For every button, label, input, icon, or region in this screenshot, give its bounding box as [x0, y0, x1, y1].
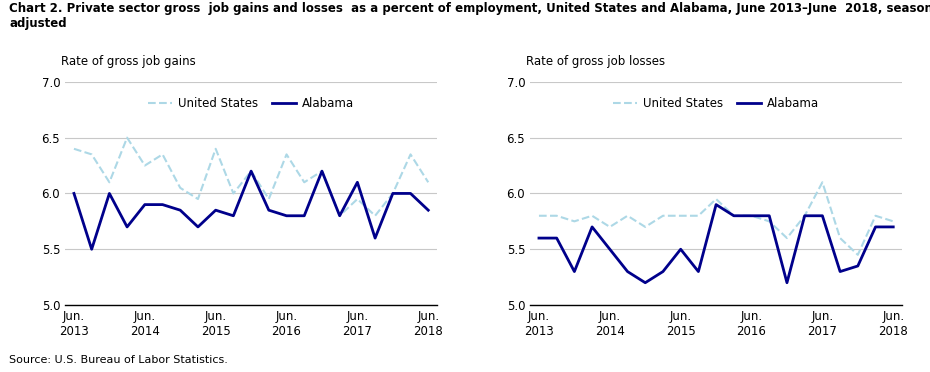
United States	[422, 180, 433, 185]
Alabama	[764, 214, 775, 218]
Alabama	[422, 208, 433, 212]
United States	[369, 214, 380, 218]
United States	[352, 197, 363, 201]
United States	[834, 236, 845, 240]
Alabama	[658, 269, 669, 274]
United States	[728, 214, 739, 218]
United States	[122, 135, 133, 140]
Alabama	[551, 236, 563, 240]
Line: United States: United States	[539, 182, 893, 255]
Alabama	[640, 280, 651, 285]
Alabama	[711, 202, 722, 207]
Alabama	[140, 202, 151, 207]
Alabama	[817, 214, 828, 218]
United States	[852, 253, 863, 257]
United States	[104, 180, 115, 185]
Alabama	[587, 225, 598, 229]
Alabama	[263, 208, 274, 212]
United States	[246, 169, 257, 173]
United States	[140, 163, 151, 168]
United States	[887, 219, 898, 224]
Text: Source: U.S. Bureau of Labor Statistics.: Source: U.S. Bureau of Labor Statistics.	[9, 355, 228, 365]
Line: United States: United States	[74, 138, 428, 216]
Text: Rate of gross job gains: Rate of gross job gains	[61, 55, 196, 68]
Legend: United States, Alabama: United States, Alabama	[143, 92, 359, 115]
United States	[405, 152, 416, 157]
Line: Alabama: Alabama	[74, 171, 428, 249]
Alabama	[316, 169, 327, 173]
United States	[764, 219, 775, 224]
United States	[157, 152, 168, 157]
United States	[69, 147, 80, 151]
Text: adjusted: adjusted	[9, 17, 67, 30]
Alabama	[675, 247, 686, 251]
Alabama	[887, 225, 898, 229]
Alabama	[246, 169, 257, 173]
Line: Alabama: Alabama	[539, 205, 893, 283]
Alabama	[693, 269, 704, 274]
United States	[658, 214, 669, 218]
Alabama	[799, 214, 810, 218]
Text: Rate of gross job losses: Rate of gross job losses	[526, 55, 666, 68]
Alabama	[86, 247, 98, 251]
Alabama	[334, 214, 345, 218]
Alabama	[604, 247, 616, 251]
United States	[569, 219, 580, 224]
United States	[746, 214, 757, 218]
United States	[387, 191, 398, 196]
United States	[534, 214, 545, 218]
United States	[640, 225, 651, 229]
Alabama	[834, 269, 845, 274]
Alabama	[193, 225, 204, 229]
United States	[781, 236, 792, 240]
United States	[675, 214, 686, 218]
Alabama	[534, 236, 545, 240]
Alabama	[175, 208, 186, 212]
Alabama	[852, 264, 863, 268]
United States	[334, 214, 345, 218]
Alabama	[281, 214, 292, 218]
United States	[263, 197, 274, 201]
Text: Chart 2. Private sector gross  job gains and losses  as a percent of employment,: Chart 2. Private sector gross job gains …	[9, 2, 930, 15]
United States	[175, 186, 186, 190]
Legend: United States, Alabama: United States, Alabama	[608, 92, 824, 115]
United States	[693, 214, 704, 218]
Alabama	[157, 202, 168, 207]
United States	[193, 197, 204, 201]
United States	[622, 214, 633, 218]
United States	[870, 214, 881, 218]
Alabama	[210, 208, 221, 212]
Alabama	[746, 214, 757, 218]
Alabama	[870, 225, 881, 229]
United States	[604, 225, 616, 229]
Alabama	[122, 225, 133, 229]
United States	[587, 214, 598, 218]
Alabama	[728, 214, 739, 218]
Alabama	[781, 280, 792, 285]
Alabama	[228, 214, 239, 218]
United States	[711, 197, 722, 201]
United States	[817, 180, 828, 185]
Alabama	[387, 191, 398, 196]
Alabama	[569, 269, 580, 274]
United States	[86, 152, 98, 157]
United States	[299, 180, 310, 185]
United States	[281, 152, 292, 157]
Alabama	[622, 269, 633, 274]
Alabama	[352, 180, 363, 185]
United States	[551, 214, 563, 218]
Alabama	[369, 236, 380, 240]
Alabama	[104, 191, 115, 196]
United States	[228, 191, 239, 196]
Alabama	[405, 191, 416, 196]
Alabama	[69, 191, 80, 196]
United States	[799, 214, 810, 218]
Alabama	[299, 214, 310, 218]
United States	[316, 169, 327, 173]
United States	[210, 147, 221, 151]
